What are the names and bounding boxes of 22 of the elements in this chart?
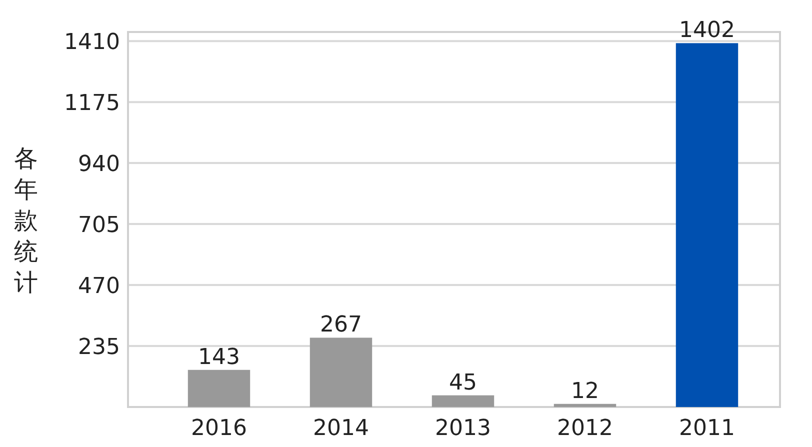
bar [432, 395, 494, 407]
data-label: 12 [571, 378, 599, 404]
y-tick-label: 940 [78, 152, 120, 178]
data-label: 267 [320, 312, 362, 338]
bar [676, 43, 738, 407]
y-tick-label: 1175 [64, 91, 120, 116]
data-label: 1402 [679, 18, 735, 44]
y-axis-title: 各年款统计 [14, 144, 38, 296]
x-tick-label: 2016 [191, 416, 247, 441]
x-tick-label: 2012 [557, 416, 613, 441]
bar [310, 338, 372, 407]
x-tick-label: 2011 [679, 416, 735, 441]
x-tick-label: 2013 [435, 416, 491, 441]
y-tick-label: 235 [78, 335, 120, 360]
data-label: 45 [449, 370, 477, 396]
x-tick-label: 2014 [313, 416, 369, 441]
bar [554, 404, 616, 407]
data-label: 143 [198, 344, 240, 370]
y-tick-label: 1410 [64, 30, 120, 56]
y-tick-label: 470 [78, 274, 120, 300]
bar [188, 370, 250, 407]
y-tick-label: 705 [78, 213, 120, 238]
